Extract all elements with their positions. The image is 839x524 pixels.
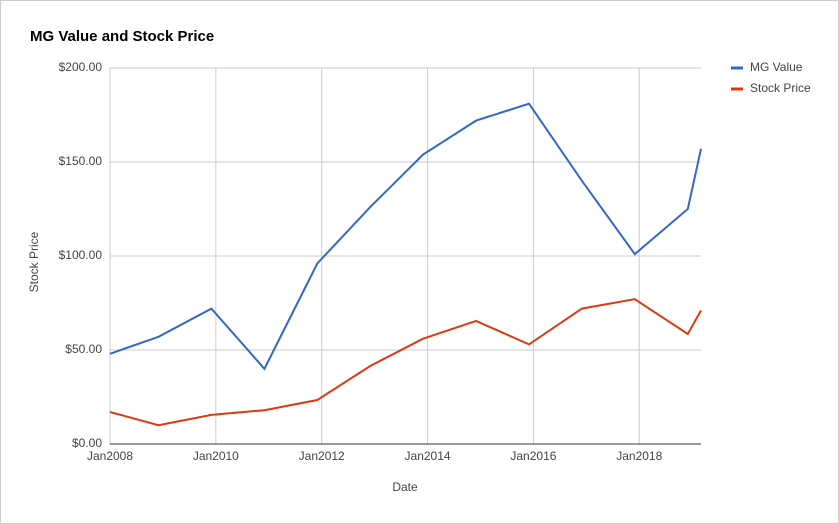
x-axis-title: Date xyxy=(392,480,418,494)
y-tick-label: $100.00 xyxy=(59,248,103,262)
y-tick-label: $150.00 xyxy=(59,154,103,168)
y-tick-label: $50.00 xyxy=(65,342,102,356)
x-tick-label: Jan2018 xyxy=(616,449,662,463)
x-tick-label: Jan2008 xyxy=(87,449,133,463)
x-tick-label: Jan2012 xyxy=(299,449,345,463)
data-line xyxy=(109,102,702,371)
y-tick-label: $0.00 xyxy=(72,436,102,450)
x-tick-label: Jan2014 xyxy=(405,449,451,463)
data-line xyxy=(109,298,702,427)
y-tick-label: $200.00 xyxy=(59,60,103,74)
legend-label: Stock Price xyxy=(750,81,811,95)
legend-label: MG Value xyxy=(750,60,803,74)
x-tick-label: Jan2010 xyxy=(193,449,239,463)
x-tick-label: Jan2016 xyxy=(510,449,556,463)
y-axis-title: Stock Price xyxy=(27,231,41,292)
chart-title: MG Value and Stock Price xyxy=(30,28,214,45)
